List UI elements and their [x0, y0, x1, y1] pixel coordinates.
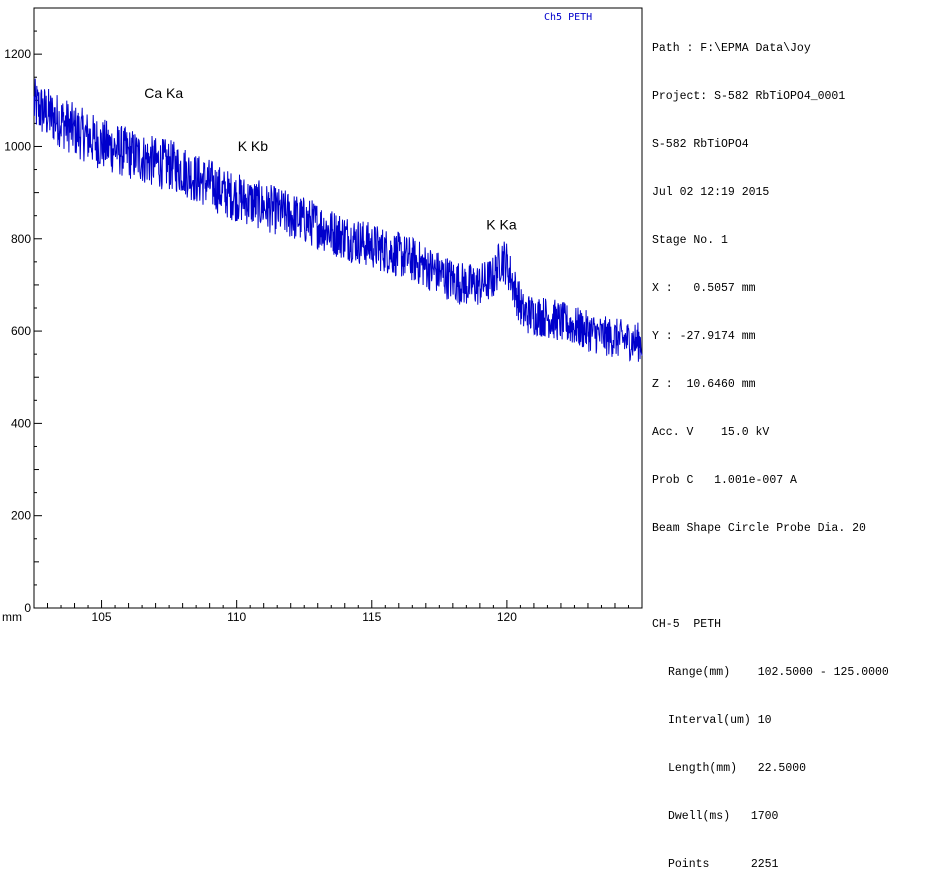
info-project: Project: S-582 RbTiOPO4_0001 — [652, 90, 846, 103]
info-x: X : 0.5057 mm — [652, 282, 756, 295]
y-tick-label: 200 — [11, 509, 31, 523]
acquisition-info-panel: Path : F:\EPMA Data\Joy Project: S-582 R… — [652, 9, 889, 889]
x-axis-unit-label: mm — [2, 610, 22, 624]
info-stage: Stage No. 1 — [652, 234, 728, 247]
x-tick-label: 105 — [92, 610, 112, 624]
info-acc-v: Acc. V 15.0 kV — [652, 426, 770, 439]
info-beam: Beam Shape Circle Probe Dia. 20 — [652, 522, 866, 535]
x-tick-label: 115 — [362, 610, 381, 624]
info-probe-current: Prob C 1.001e-007 A — [652, 474, 797, 487]
peak-label: K Ka — [486, 217, 517, 233]
x-tick-label: 120 — [497, 610, 517, 624]
info-length: Length(mm) 22.5000 — [668, 762, 807, 775]
info-date: Jul 02 12:19 2015 — [652, 186, 770, 199]
info-channel-header: CH-5 PETH — [652, 618, 722, 631]
info-path: Path : F:\EPMA Data\Joy — [652, 42, 811, 55]
info-sample: S-582 RbTiOPO4 — [652, 138, 749, 151]
y-tick-label: 400 — [11, 416, 31, 430]
x-tick-label: 110 — [227, 610, 246, 624]
y-tick-label: 600 — [11, 324, 31, 338]
info-points: Points 2251 — [668, 858, 779, 871]
peak-label: K Kb — [238, 138, 269, 154]
y-tick-label: 1200 — [4, 47, 31, 61]
y-axis-ticks: 0 200 400 600 800 1000 1200 — [4, 7, 42, 615]
peak-annotations: Ca Ka K Kb K Ka — [144, 85, 517, 233]
info-y: Y : -27.9174 mm — [652, 330, 756, 343]
plot-area-frame — [33, 7, 643, 609]
info-z: Z : 10.6460 mm — [652, 378, 756, 391]
info-dwell: Dwell(ms) 1700 — [668, 810, 779, 823]
info-spacer — [652, 569, 889, 585]
y-tick-label: 800 — [11, 232, 31, 246]
spectrum-chart: 0 200 400 600 800 1000 1200 105 110 115 120 Ca Ka… — [2, 7, 643, 624]
x-axis-ticks: 105 110 115 120 — [47, 600, 643, 624]
channel-label: Ch5 PETH — [544, 12, 592, 23]
spectrum-line — [33, 78, 643, 362]
y-tick-label: 0 — [24, 601, 31, 615]
peak-label: Ca Ka — [144, 85, 183, 101]
info-interval: Interval(um) 10 — [668, 714, 772, 727]
info-range: Range(mm) 102.5000 - 125.0000 — [668, 666, 889, 679]
y-tick-label: 1000 — [4, 139, 31, 153]
